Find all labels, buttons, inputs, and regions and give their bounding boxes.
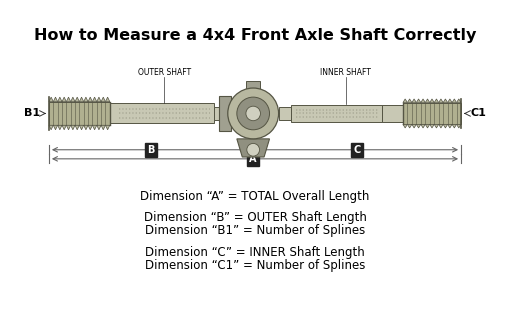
Polygon shape: [447, 99, 451, 103]
Polygon shape: [438, 99, 442, 103]
Polygon shape: [71, 125, 75, 130]
Polygon shape: [79, 97, 83, 102]
Polygon shape: [433, 124, 438, 128]
Polygon shape: [420, 124, 425, 128]
Polygon shape: [105, 97, 109, 102]
Polygon shape: [97, 97, 101, 102]
Polygon shape: [429, 99, 433, 103]
Circle shape: [245, 106, 260, 121]
Text: Dimension “B1” = Number of Splines: Dimension “B1” = Number of Splines: [145, 224, 364, 237]
Polygon shape: [420, 99, 425, 103]
Polygon shape: [58, 97, 62, 102]
Polygon shape: [71, 97, 75, 102]
Text: Dimension “C” = INNER Shaft Length: Dimension “C” = INNER Shaft Length: [145, 246, 364, 259]
Text: C1: C1: [469, 109, 485, 119]
Bar: [49, 102, 109, 125]
Polygon shape: [451, 99, 456, 103]
Text: OUTER SHAFT: OUTER SHAFT: [137, 68, 190, 77]
Polygon shape: [456, 124, 460, 128]
Polygon shape: [83, 125, 88, 130]
Polygon shape: [92, 97, 97, 102]
Polygon shape: [425, 124, 429, 128]
Bar: [245, 81, 260, 90]
Polygon shape: [456, 99, 460, 103]
Polygon shape: [101, 125, 105, 130]
Polygon shape: [49, 97, 53, 102]
Polygon shape: [62, 97, 66, 102]
Polygon shape: [425, 99, 429, 103]
Polygon shape: [411, 124, 415, 128]
Polygon shape: [402, 99, 407, 103]
Polygon shape: [79, 125, 83, 130]
Polygon shape: [451, 124, 456, 128]
Text: Dimension “C1” = Number of Splines: Dimension “C1” = Number of Splines: [145, 259, 364, 272]
Polygon shape: [53, 125, 58, 130]
Polygon shape: [75, 97, 79, 102]
Polygon shape: [411, 99, 415, 103]
Bar: [402, 103, 460, 124]
Text: How to Measure a 4x4 Front Axle Shaft Correctly: How to Measure a 4x4 Front Axle Shaft Co…: [34, 28, 475, 43]
Bar: [214, 107, 218, 120]
Polygon shape: [97, 125, 101, 130]
Bar: [381, 105, 402, 122]
Polygon shape: [429, 124, 433, 128]
Polygon shape: [58, 125, 62, 130]
Text: B1: B1: [24, 109, 40, 119]
Text: Dimension “B” = OUTER Shaft Length: Dimension “B” = OUTER Shaft Length: [143, 211, 366, 224]
Circle shape: [246, 143, 259, 156]
Circle shape: [236, 97, 269, 130]
Text: C: C: [353, 145, 360, 155]
Polygon shape: [438, 124, 442, 128]
Polygon shape: [236, 139, 269, 157]
Polygon shape: [433, 99, 438, 103]
Polygon shape: [442, 99, 447, 103]
Polygon shape: [53, 97, 58, 102]
Bar: [218, 96, 231, 131]
Polygon shape: [407, 124, 411, 128]
Polygon shape: [415, 124, 420, 128]
Bar: [278, 107, 291, 120]
Text: Dimension “A” = TOTAL Overall Length: Dimension “A” = TOTAL Overall Length: [140, 190, 369, 203]
Text: B: B: [147, 145, 154, 155]
Polygon shape: [415, 99, 420, 103]
Polygon shape: [402, 124, 407, 128]
Circle shape: [228, 88, 278, 139]
Polygon shape: [75, 125, 79, 130]
Polygon shape: [88, 97, 92, 102]
Bar: [109, 104, 214, 124]
Polygon shape: [66, 97, 71, 102]
Polygon shape: [49, 125, 53, 130]
Polygon shape: [407, 99, 411, 103]
Polygon shape: [88, 125, 92, 130]
Polygon shape: [92, 125, 97, 130]
Text: INNER SHAFT: INNER SHAFT: [320, 68, 371, 77]
Polygon shape: [442, 124, 447, 128]
Polygon shape: [66, 125, 71, 130]
Polygon shape: [101, 97, 105, 102]
Polygon shape: [62, 125, 66, 130]
Text: A: A: [249, 154, 257, 164]
Polygon shape: [105, 125, 109, 130]
Polygon shape: [447, 124, 451, 128]
Polygon shape: [83, 97, 88, 102]
Bar: [291, 105, 381, 122]
